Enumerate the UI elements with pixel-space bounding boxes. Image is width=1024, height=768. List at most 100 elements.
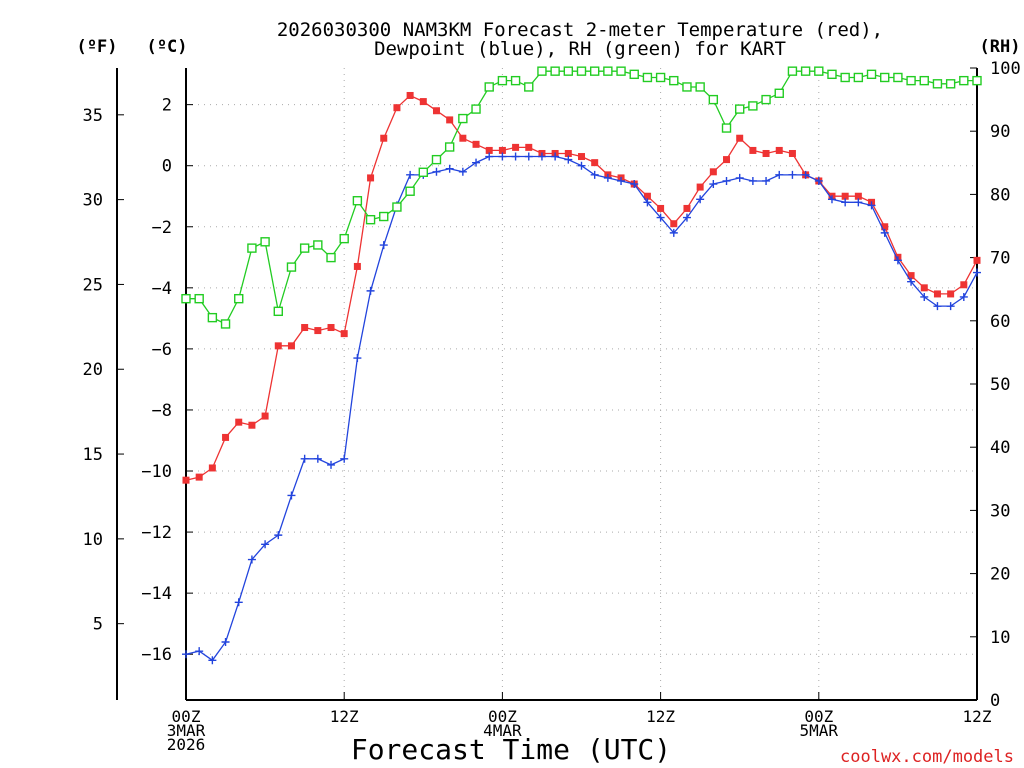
dewpoint-point — [313, 454, 322, 463]
temperature-point — [564, 149, 572, 157]
temperature-point — [525, 143, 533, 151]
temperature-point — [235, 418, 243, 426]
rh-point — [800, 66, 811, 76]
temperature-point — [788, 149, 796, 157]
rh-point — [352, 196, 363, 206]
rh-tick-label: 80 — [990, 185, 1010, 205]
dewpoint-point — [656, 213, 665, 222]
rh-point — [286, 262, 297, 272]
rh-point — [748, 101, 758, 111]
rh-tick-label: 10 — [990, 628, 1010, 648]
rh-point — [563, 66, 574, 76]
temperature-point — [406, 91, 414, 99]
dewpoint-point — [511, 152, 520, 161]
x-tick-label: 3MAR — [167, 721, 206, 740]
rh-point — [827, 69, 837, 80]
dewpoint-point — [498, 152, 507, 161]
rh-point — [313, 240, 323, 250]
x-axis-title: Forecast Time (UTC) — [351, 733, 671, 766]
rh-point — [273, 306, 283, 317]
rh-point — [814, 66, 824, 76]
temperature-point — [182, 476, 190, 484]
dewpoint-point — [775, 170, 784, 179]
fahrenheit-tick-label: 5 — [93, 615, 103, 635]
temperature-point — [195, 473, 203, 481]
dewpoint-point — [682, 213, 691, 222]
temperature-point — [881, 223, 889, 231]
dewpoint-point — [234, 598, 243, 607]
rh-tick-label: 30 — [990, 501, 1010, 521]
rh-point — [603, 66, 613, 76]
rh-point — [708, 94, 719, 105]
rh-tick-label: 50 — [990, 375, 1010, 395]
celsius-tick-label: −10 — [141, 462, 172, 482]
temperature-point — [973, 256, 981, 264]
dewpoint-point — [524, 152, 533, 161]
dewpoint-point — [221, 637, 230, 646]
temperature-point — [393, 104, 401, 112]
temperature-point — [670, 220, 678, 228]
rh-point — [906, 75, 916, 86]
dewpoint-point — [709, 180, 718, 189]
rh-point — [537, 66, 547, 76]
rh-point — [524, 82, 534, 92]
rh-point — [299, 243, 310, 253]
rh-point — [247, 243, 257, 253]
celsius-tick-label: −16 — [141, 645, 172, 665]
temperature-point — [933, 290, 941, 298]
dewpoint-point — [762, 176, 771, 185]
temperature-point — [920, 284, 928, 292]
dewpoint-point — [920, 292, 929, 301]
fahrenheit-tick-label: 20 — [83, 360, 103, 380]
x-tick-label: 00Z — [488, 707, 517, 726]
chart-title-line-2: Dewpoint (blue), RH (green) for KART — [374, 38, 786, 60]
temperature-point — [287, 342, 295, 350]
celsius-tick-label: 2 — [162, 96, 172, 116]
rh-point — [220, 319, 231, 329]
rh-tick-label: 0 — [990, 691, 1000, 711]
rh-point — [458, 113, 468, 124]
rh-point — [669, 75, 679, 86]
rh-point — [735, 104, 745, 114]
rh-unit-label: (RH) — [980, 37, 1021, 57]
dewpoint-point — [564, 155, 573, 164]
temperature-point — [854, 192, 862, 200]
dewpoint-point — [340, 454, 349, 463]
x-tick-label: 12Z — [646, 707, 675, 726]
temperature-point — [485, 146, 493, 154]
rh-point — [893, 72, 903, 83]
rh-point — [234, 293, 244, 304]
rh-point — [365, 214, 376, 225]
dewpoint-point — [195, 647, 204, 656]
dewpoint-point — [327, 460, 336, 469]
axes — [116, 68, 978, 701]
rh-point — [207, 312, 218, 323]
rh-point — [392, 202, 402, 212]
dewpoint-point — [959, 292, 968, 301]
rh-point — [405, 186, 415, 196]
x-tick-label: 4MAR — [483, 721, 522, 740]
temperature-point — [749, 146, 757, 154]
x-tick-label: 12Z — [330, 707, 359, 726]
temperature-point — [327, 324, 335, 332]
x-tick-label: 00Z — [804, 707, 833, 726]
rh-point — [721, 123, 732, 133]
dewpoint-point — [287, 491, 296, 500]
rh-point — [616, 66, 626, 76]
dewpoint-point — [696, 195, 705, 204]
dewpoint-point — [458, 167, 467, 176]
celsius-tick-label: 0 — [162, 157, 172, 177]
data-series — [181, 66, 982, 665]
rh-point — [431, 154, 442, 165]
rh-point — [510, 75, 521, 86]
temperature-point — [367, 174, 375, 182]
rh-point — [655, 72, 666, 83]
rh-tick-label: 60 — [990, 312, 1010, 332]
temperature-point — [907, 272, 915, 280]
rh-point — [853, 72, 864, 83]
temperature-point — [947, 290, 955, 298]
temperature-point — [775, 146, 783, 154]
rh-point — [959, 75, 969, 86]
